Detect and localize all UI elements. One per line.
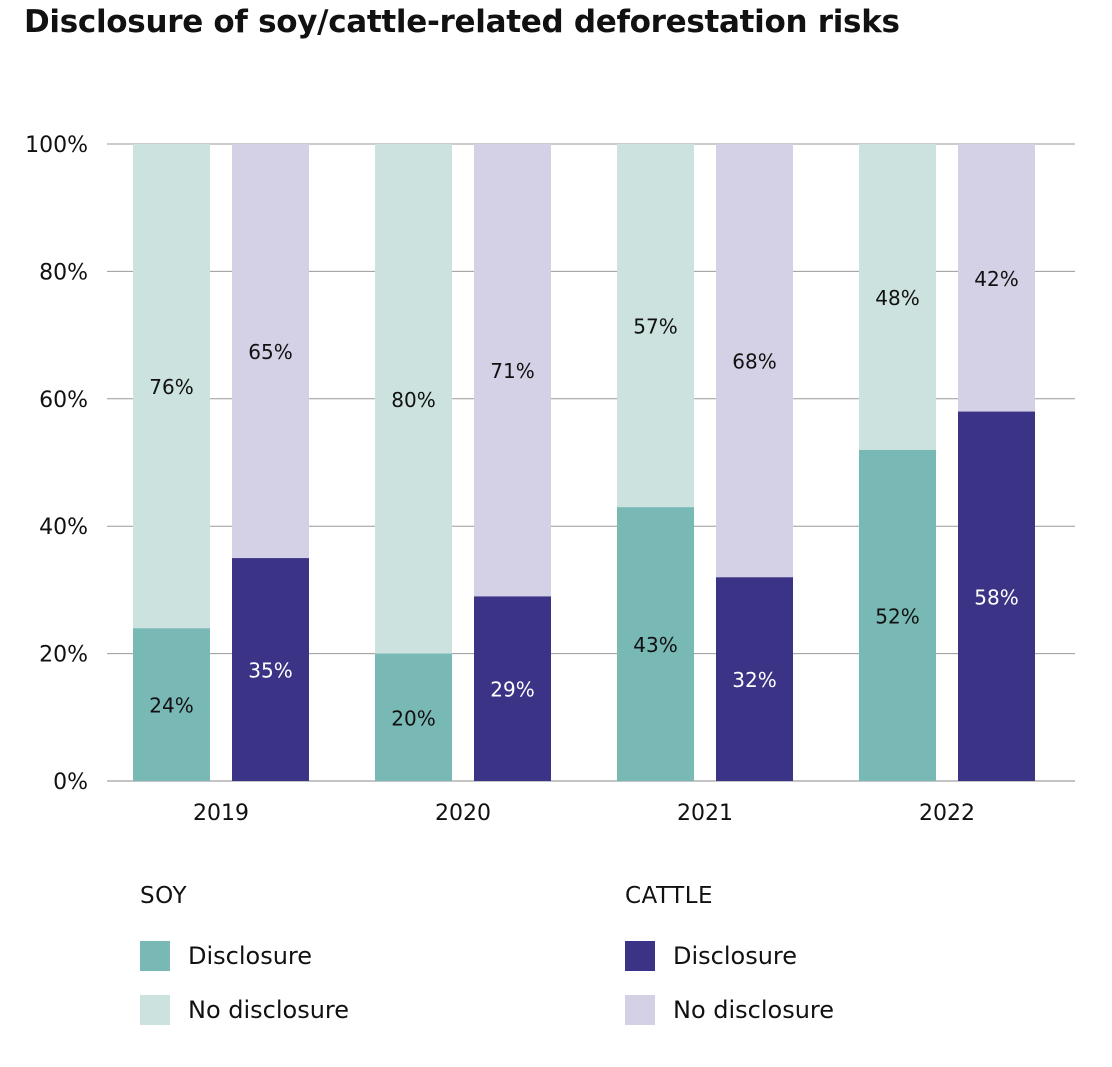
data-label: 52% (875, 604, 919, 628)
legend-group-title-soy: SOY (140, 883, 187, 909)
bar-soy-disclosure (859, 449, 936, 781)
legend-label: Disclosure (188, 942, 313, 970)
bar-soy-no-disclosure (133, 144, 210, 629)
bar-cattle-no-disclosure (958, 144, 1035, 412)
data-label: 65% (248, 340, 292, 364)
bar-cattle-disclosure (474, 596, 551, 781)
bar-soy-disclosure (375, 653, 452, 781)
legend-swatch-soy-no-disclosure (140, 995, 170, 1025)
data-label: 29% (490, 678, 534, 702)
data-label: 71% (490, 359, 534, 383)
legend-group-title-cattle: CATTLE (625, 883, 714, 909)
y-tick-label: 40% (39, 515, 88, 540)
data-label: 43% (633, 633, 677, 657)
data-label: 32% (732, 668, 776, 692)
x-tick-label: 2022 (919, 801, 975, 826)
chart-title: Disclosure of soy/cattle-related defores… (24, 4, 900, 40)
legend-label: No disclosure (673, 996, 835, 1024)
bar-cattle-disclosure (232, 558, 309, 781)
x-tick-label: 2019 (193, 801, 249, 826)
bar-soy-no-disclosure (617, 144, 694, 508)
legend-item-soy-no-disclosure: No disclosure (140, 995, 349, 1025)
y-tick-label: 80% (39, 260, 88, 285)
data-label: 80% (391, 388, 435, 412)
stacked-bar-chart: 24% 76% 35% 65% 20% 80% 29% 71% 43% 57% 32% 68% 52% 4… (25, 133, 1075, 826)
bar-cattle-disclosure (716, 577, 793, 781)
legend-item-soy-disclosure: Disclosure (140, 941, 312, 971)
bar-cattle-no-disclosure (474, 144, 551, 597)
y-tick-label: 60% (39, 388, 88, 413)
data-label: 68% (732, 350, 776, 374)
bar-soy-disclosure (617, 507, 694, 781)
bars: 24% 76% 35% 65% 20% 80% 29% 71% 43% 57% 32% 68% 52% 4… (133, 144, 1035, 781)
bar-soy-no-disclosure (375, 144, 452, 654)
data-label: 42% (974, 267, 1018, 291)
data-label: 58% (974, 585, 1018, 609)
x-tick-label: 2020 (435, 801, 491, 826)
axis-ticks: 0% 20% 40% 60% 80% 100% 2019 2020 2021 2022 (25, 133, 975, 826)
y-tick-label: 100% (25, 133, 88, 158)
legend-label: Disclosure (673, 942, 798, 970)
legend-label: No disclosure (188, 996, 350, 1024)
data-label: 20% (391, 706, 435, 730)
legend-swatch-soy-disclosure (140, 941, 170, 971)
x-tick-label: 2021 (677, 801, 733, 826)
y-tick-label: 0% (53, 770, 88, 795)
data-label: 57% (633, 315, 677, 339)
bar-soy-no-disclosure (859, 144, 936, 450)
data-label: 35% (248, 659, 292, 683)
bar-cattle-disclosure (958, 411, 1035, 781)
bar-soy-disclosure (133, 628, 210, 781)
legend-item-cattle-disclosure: Disclosure (625, 941, 797, 971)
data-label: 76% (149, 375, 193, 399)
legend-swatch-cattle-no-disclosure (625, 995, 655, 1025)
y-tick-label: 20% (39, 643, 88, 668)
bar-cattle-no-disclosure (716, 144, 793, 578)
data-label: 24% (149, 694, 193, 718)
legend-swatch-cattle-disclosure (625, 941, 655, 971)
legend-item-cattle-no-disclosure: No disclosure (625, 995, 834, 1025)
data-label: 48% (875, 286, 919, 310)
bar-cattle-no-disclosure (232, 144, 309, 559)
